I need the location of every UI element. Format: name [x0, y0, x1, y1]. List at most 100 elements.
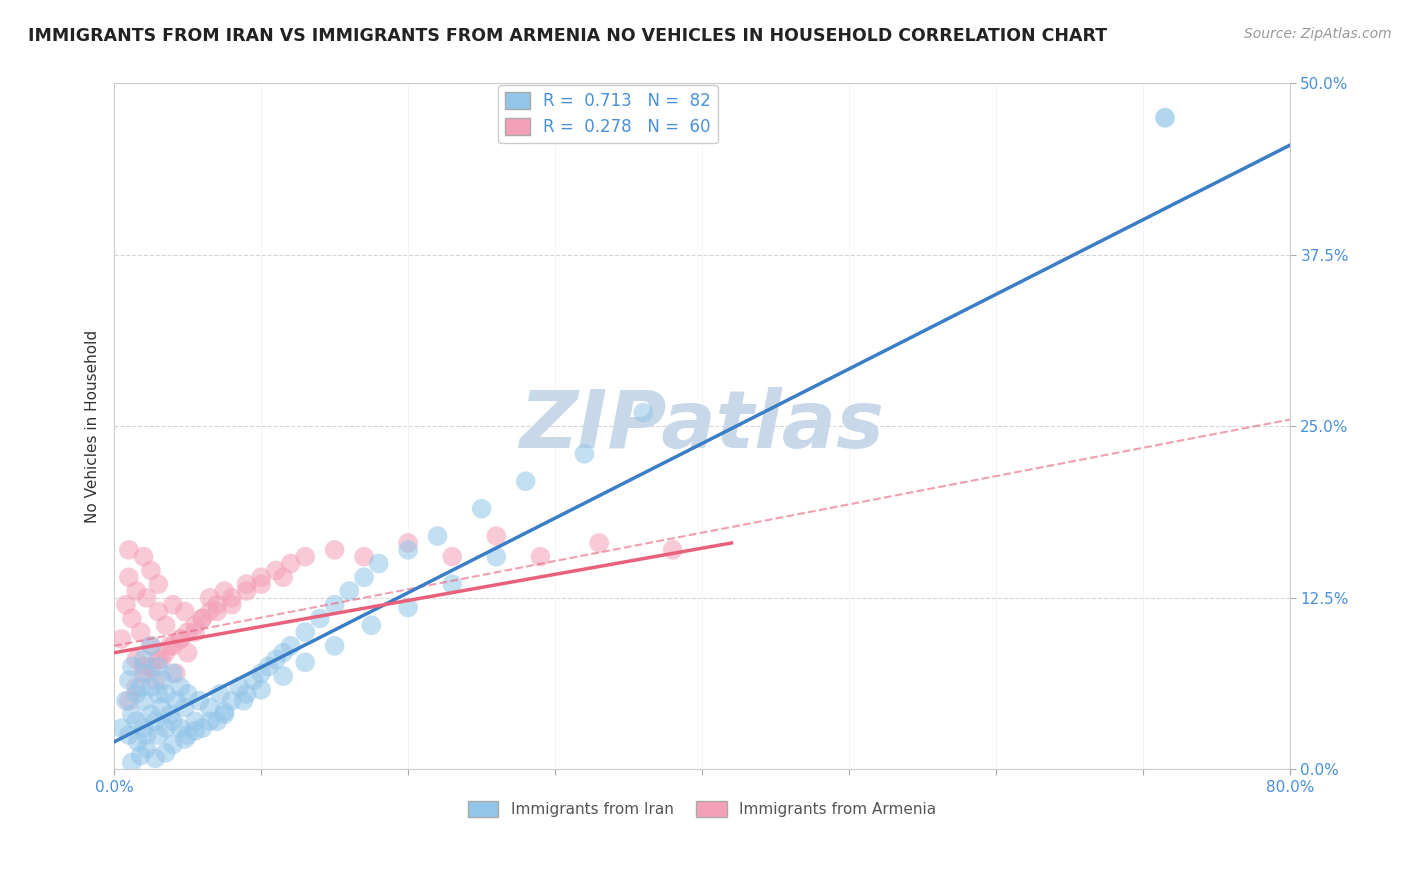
Point: [250, 682, 273, 697]
Point: [173, 605, 195, 619]
Point: [205, 605, 228, 619]
Point: [169, 680, 191, 694]
Point: [184, 625, 207, 640]
Point: [139, 659, 162, 673]
Point: [574, 447, 596, 461]
Point: [127, 735, 149, 749]
Point: [250, 577, 273, 591]
Point: [323, 639, 346, 653]
Point: [125, 687, 148, 701]
Point: [205, 598, 228, 612]
Point: [152, 673, 174, 687]
Point: [162, 714, 184, 729]
Point: [132, 652, 155, 666]
Point: [396, 600, 419, 615]
Point: [426, 529, 449, 543]
Point: [633, 406, 655, 420]
Point: [139, 707, 162, 722]
Point: [221, 591, 243, 605]
Point: [121, 756, 143, 770]
Point: [294, 655, 316, 669]
Point: [176, 625, 198, 640]
Point: [294, 549, 316, 564]
Point: [232, 694, 254, 708]
Point: [169, 721, 191, 735]
Point: [337, 584, 360, 599]
Point: [159, 639, 181, 653]
Point: [198, 605, 221, 619]
Text: IMMIGRANTS FROM IRAN VS IMMIGRANTS FROM ARMENIA NO VEHICLES IN HOUSEHOLD CORRELA: IMMIGRANTS FROM IRAN VS IMMIGRANTS FROM …: [28, 27, 1108, 45]
Point: [150, 700, 173, 714]
Point: [148, 687, 170, 701]
Point: [118, 728, 141, 742]
Point: [323, 598, 346, 612]
Point: [121, 611, 143, 625]
Point: [191, 611, 214, 625]
Point: [661, 542, 683, 557]
Point: [515, 475, 537, 489]
Point: [264, 563, 287, 577]
Point: [485, 549, 508, 564]
Point: [485, 529, 508, 543]
Point: [129, 625, 152, 640]
Point: [271, 669, 294, 683]
Point: [184, 618, 207, 632]
Point: [115, 598, 138, 612]
Point: [118, 673, 141, 687]
Point: [588, 536, 610, 550]
Point: [396, 536, 419, 550]
Point: [235, 577, 257, 591]
Point: [118, 694, 141, 708]
Point: [198, 591, 221, 605]
Point: [271, 646, 294, 660]
Point: [121, 659, 143, 673]
Point: [280, 557, 302, 571]
Point: [132, 721, 155, 735]
Point: [1154, 111, 1177, 125]
Point: [135, 591, 157, 605]
Point: [214, 705, 236, 719]
Point: [188, 694, 211, 708]
Point: [205, 714, 228, 729]
Point: [250, 666, 273, 681]
Point: [228, 680, 250, 694]
Point: [155, 687, 177, 701]
Point: [176, 687, 198, 701]
Point: [353, 570, 375, 584]
Point: [143, 673, 166, 687]
Point: [214, 584, 236, 599]
Point: [155, 721, 177, 735]
Point: [150, 652, 173, 666]
Point: [125, 652, 148, 666]
Y-axis label: No Vehicles in Household: No Vehicles in Household: [86, 330, 100, 523]
Point: [118, 570, 141, 584]
Point: [155, 618, 177, 632]
Point: [115, 694, 138, 708]
Point: [110, 721, 132, 735]
Point: [162, 598, 184, 612]
Point: [162, 639, 184, 653]
Point: [139, 639, 162, 653]
Legend: Immigrants from Iran, Immigrants from Armenia: Immigrants from Iran, Immigrants from Ar…: [461, 795, 942, 823]
Point: [309, 611, 332, 625]
Point: [441, 549, 464, 564]
Point: [132, 659, 155, 673]
Point: [243, 673, 266, 687]
Point: [208, 687, 231, 701]
Point: [529, 549, 551, 564]
Point: [139, 680, 162, 694]
Point: [148, 577, 170, 591]
Point: [162, 666, 184, 681]
Point: [159, 707, 181, 722]
Point: [125, 680, 148, 694]
Point: [143, 714, 166, 729]
Point: [176, 646, 198, 660]
Point: [148, 652, 170, 666]
Point: [129, 748, 152, 763]
Point: [221, 598, 243, 612]
Point: [221, 694, 243, 708]
Point: [121, 707, 143, 722]
Point: [184, 714, 207, 729]
Point: [173, 732, 195, 747]
Point: [323, 542, 346, 557]
